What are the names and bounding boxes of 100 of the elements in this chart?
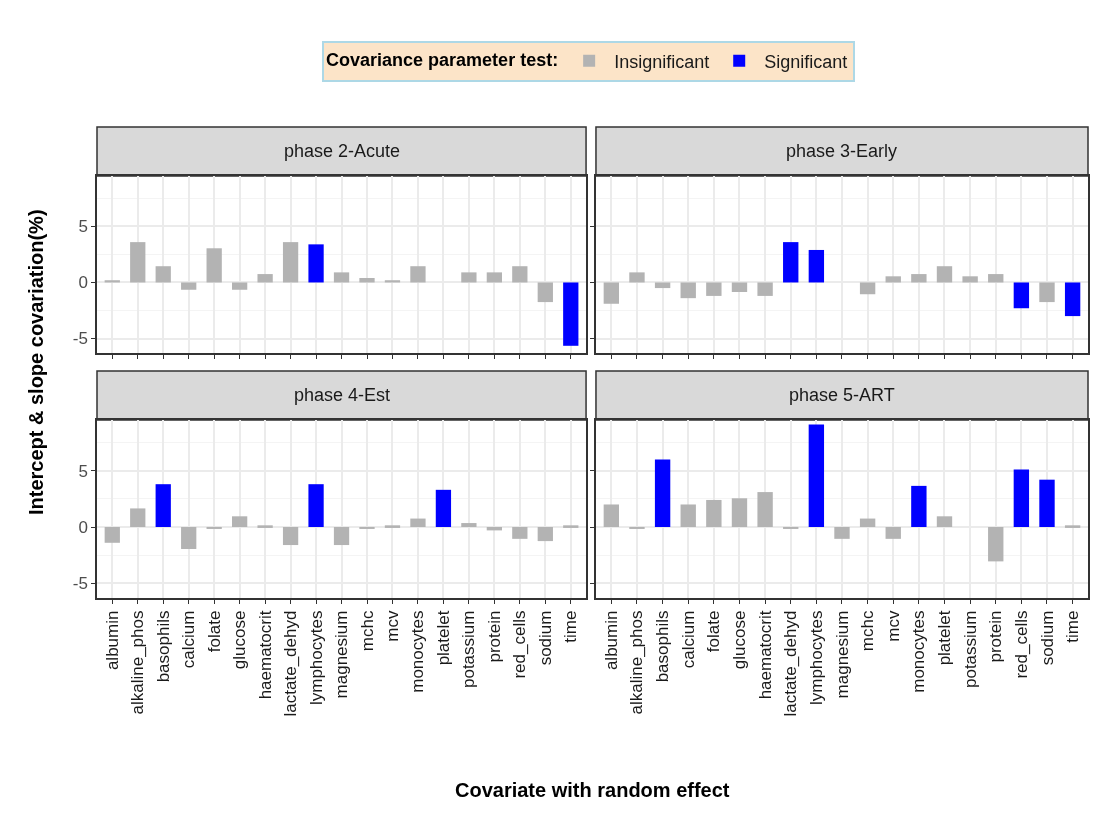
bar (282, 527, 299, 546)
x-tick-label: mchc (858, 610, 878, 652)
x-tick-label: platelet (935, 610, 955, 666)
bar (308, 244, 324, 283)
bar (911, 485, 927, 528)
y-tick-label: 0 (78, 517, 88, 537)
bar (1064, 525, 1081, 528)
bar (1039, 282, 1055, 303)
x-tick-label: magnesium (332, 610, 352, 699)
bar (333, 527, 350, 546)
x-tick-label: mcv (883, 610, 903, 642)
bar (537, 527, 553, 542)
x-tick-label: haematocrit (755, 610, 775, 700)
x-tick-label: protein (986, 610, 1006, 663)
bar (1039, 479, 1055, 528)
bar (783, 242, 799, 283)
x-tick-label: calcium (678, 610, 698, 669)
bar (461, 272, 477, 283)
bar (988, 274, 1004, 283)
bar (359, 526, 375, 529)
x-tick-label: haematocrit (255, 610, 275, 700)
bar (808, 249, 825, 283)
chart-title: phase 4-Est (294, 385, 391, 405)
x-tick-label: mcv (382, 610, 402, 642)
x-tick-label: sodium (535, 610, 555, 666)
chart-title: phase 3-Early (786, 141, 898, 161)
legend-title: Covariance parameter test: (326, 49, 559, 70)
bar (936, 516, 953, 528)
x-tick-label: platelet (433, 610, 453, 666)
bar (706, 499, 722, 528)
bar (603, 504, 620, 528)
x-tick-label: monocytes (909, 610, 929, 693)
bar (911, 274, 927, 283)
bar (885, 276, 901, 283)
x-tick-label: lymphocytes (806, 610, 826, 706)
legend-label: Significant (764, 51, 848, 72)
x-tick-label: glucose (730, 610, 749, 670)
x-tick-label: alkaline_phos (128, 610, 148, 715)
bar (181, 282, 197, 290)
x-tick-label: albumin (601, 610, 621, 671)
bar (654, 282, 671, 289)
bar (629, 526, 645, 529)
bar (130, 508, 146, 528)
x-tick-label: alkaline_phos (627, 610, 647, 715)
bar (563, 525, 579, 528)
bar (333, 272, 350, 283)
bar (512, 266, 528, 283)
x-tick-label: calcium (179, 610, 199, 669)
x-tick-label: potassium (459, 610, 479, 689)
x-tick-label: magnesium (832, 610, 852, 699)
bar (808, 424, 825, 528)
bar (257, 274, 273, 283)
y-tick-label: -5 (72, 574, 88, 594)
x-tick-label: basophils (653, 610, 673, 683)
x-tick-label: time (1063, 610, 1083, 643)
x-tick-label: time (561, 610, 581, 643)
bar (1064, 282, 1081, 317)
x-tick-label: red_cells (1011, 610, 1031, 679)
bar (130, 242, 146, 283)
bar (563, 282, 579, 346)
bar (384, 525, 401, 528)
bar (680, 282, 696, 299)
x-tick-label: albumin (102, 610, 122, 671)
bar (680, 504, 696, 528)
bar (988, 527, 1004, 562)
y-tick-label: 5 (78, 461, 88, 481)
bar (282, 242, 299, 283)
bar (435, 489, 452, 528)
y-tick-label: 5 (78, 217, 88, 237)
x-tick-label: basophils (153, 610, 173, 683)
bar (512, 527, 528, 539)
bar (155, 484, 171, 528)
bar (629, 272, 645, 283)
x-tick-label: mchc (357, 610, 377, 652)
bar (1013, 469, 1030, 528)
bar (410, 518, 426, 528)
y-axis-title: Intercept & slope covariation(%) (25, 209, 48, 516)
bar (962, 276, 978, 283)
x-tick-label: lactate_dehyd (781, 610, 801, 717)
x-tick-label: sodium (1037, 610, 1057, 666)
bar (359, 277, 375, 283)
bar (232, 516, 248, 528)
bar (155, 266, 171, 283)
bar (859, 282, 876, 295)
bar (232, 282, 248, 290)
bar (885, 527, 901, 539)
x-tick-label: monocytes (408, 610, 428, 693)
x-axis-title: Covariate with random effect (455, 779, 730, 801)
x-tick-label: protein (484, 610, 504, 663)
bar (461, 523, 477, 528)
x-tick-label: lactate_dehyd (281, 610, 301, 717)
y-tick-label: -5 (72, 329, 88, 349)
bar (537, 282, 553, 303)
bar (834, 527, 850, 539)
bar (104, 527, 120, 543)
bar (486, 272, 502, 283)
x-tick-label: red_cells (510, 610, 530, 679)
bar (206, 248, 222, 283)
bar (936, 266, 953, 283)
x-tick-label: folate (204, 610, 224, 653)
